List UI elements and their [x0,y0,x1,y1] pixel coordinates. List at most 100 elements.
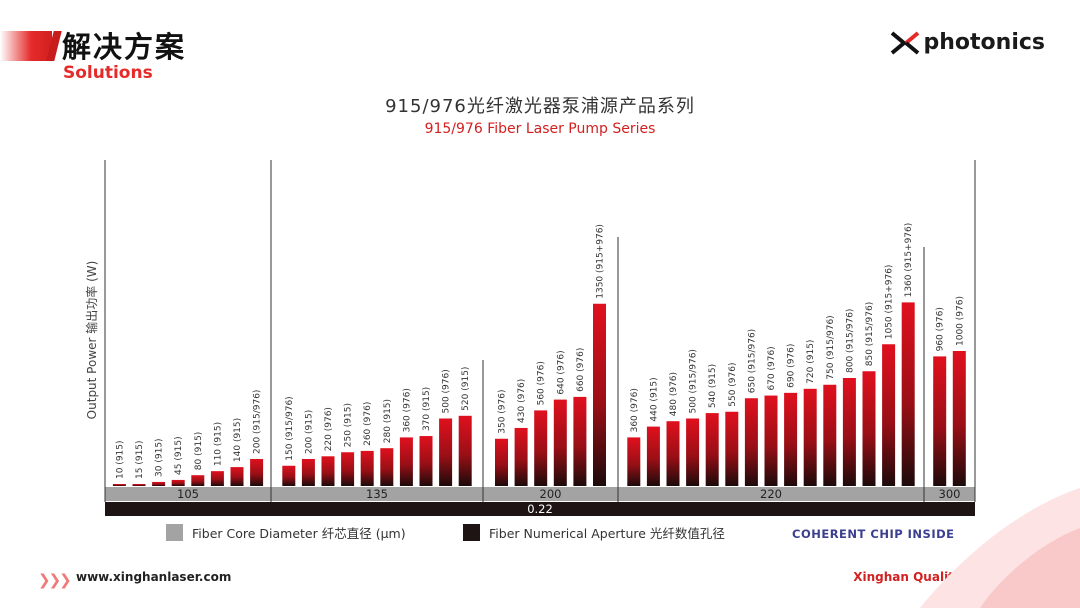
bar-label: 370 (915) [422,387,432,431]
bar-label: 200 (915) [304,410,314,454]
bar-label: 440 (915) [649,377,659,421]
brand-logo: photonics [890,30,1046,55]
bar [842,378,856,486]
bar-label: 430 (976) [517,379,527,423]
bar [646,426,660,486]
bar-label: 750 (915/976) [826,315,836,379]
coherent-badge: COHERENT CHIP INSIDE [792,527,955,541]
bar-label: 500 (915/976) [689,349,699,413]
na-value-label: 0.22 [527,502,553,516]
bar-label: 110 (915) [213,422,223,466]
bar-label: 640 (976) [556,350,566,394]
x-mark-icon [890,30,919,55]
bar [705,413,719,486]
bar [725,411,739,486]
bar [553,399,567,486]
chart-subtitle: 915/976 Fiber Laser Pump Series [424,121,656,137]
bar-label: 550 (976) [728,363,738,407]
bar [230,467,244,486]
core-diameter-label: 220 [760,487,782,501]
bar [250,459,264,486]
bar [744,398,758,486]
bar-label: 280 (915) [383,399,393,443]
bar-label: 670 (976) [767,346,777,390]
bar [803,388,817,486]
bar [112,484,126,486]
bar [823,384,837,486]
bar-label: 350 (976) [498,390,508,434]
legend-label-core: Fiber Core Diameter 纤芯直径 (μm) [192,526,406,541]
legend-swatch-core [166,524,183,541]
bar-label: 660 (976) [576,348,586,392]
bar-label: 850 (915/976) [865,302,875,366]
bar [321,456,335,486]
core-diameter-label: 300 [939,487,961,501]
bar-label: 220 (976) [324,407,334,451]
bar-label: 480 (976) [669,372,679,416]
y-axis-label: Output Power 输出功率 (W) [84,261,99,420]
bar [341,452,355,486]
bar [882,344,896,486]
bar [764,395,778,486]
bar-label: 10 (915) [115,440,125,479]
legend-label-na: Fiber Numerical Aperture 光纤数值孔径 [489,526,725,541]
bar [191,475,205,486]
core-diameter-band [105,487,975,501]
bar-label: 30 (915) [155,438,165,477]
bar-label: 540 (915) [708,364,718,408]
bar-label: 80 (915) [194,432,204,471]
bar [301,459,315,486]
bar [593,303,606,486]
bar [439,418,453,486]
bar-label: 1360 (915+976) [904,223,914,298]
legend-numerical-aperture: Fiber Numerical Aperture 光纤数值孔径 [463,523,725,542]
bar-label: 690 (976) [787,344,797,388]
bar-label: 1000 (976) [955,296,965,346]
bar [627,437,641,486]
bar-label: 800 (915/976) [845,309,855,373]
bar-label: 520 (915) [461,367,471,411]
bar-label: 15 (915) [135,440,145,479]
bar-label: 260 (976) [363,402,373,446]
bar [901,302,915,486]
bar-label: 560 (976) [537,361,547,405]
bar [514,427,528,486]
footer-url[interactable]: www.xinghanlaser.com [76,570,232,584]
bar [152,481,166,486]
chart-title: 915/976光纤激光器泵浦源产品系列 [385,96,695,117]
bar [171,479,185,486]
bar [933,356,947,486]
legend-swatch-na [463,524,480,541]
core-diameter-label: 105 [177,487,199,501]
bar [360,450,374,486]
bar-label: 360 (976) [630,388,640,432]
legend-core-diameter: Fiber Core Diameter 纤芯直径 (μm) [166,523,406,542]
bar-label: 650 (915/976) [747,329,757,393]
bar [686,418,700,486]
bar-label: 250 (915) [344,403,354,447]
bar [534,410,548,486]
page-subtitle: Solutions [63,63,153,83]
bar [399,437,413,486]
bar-label: 1050 (915+976) [885,265,895,340]
bar [952,351,966,486]
header-accent-stripe [0,31,52,61]
bar [380,448,394,486]
bar-label: 200 (915/976) [253,390,263,454]
bar [210,471,224,486]
bar [495,438,508,486]
bar-label: 720 (915) [806,340,816,384]
bar [458,415,472,486]
bar-label: 140 (915) [233,418,243,462]
bar-label: 45 (915) [174,436,184,475]
core-diameter-label: 200 [540,487,562,501]
bar-label: 1350 (915+976) [596,224,606,299]
core-diameter-label: 135 [366,487,388,501]
na-band [105,502,975,516]
bar [666,421,680,486]
logo-text: photonics [923,30,1046,55]
bar [573,396,587,486]
footer-arrows-icon: ❯ ❯ ❯ [38,571,72,589]
bar [862,371,876,486]
